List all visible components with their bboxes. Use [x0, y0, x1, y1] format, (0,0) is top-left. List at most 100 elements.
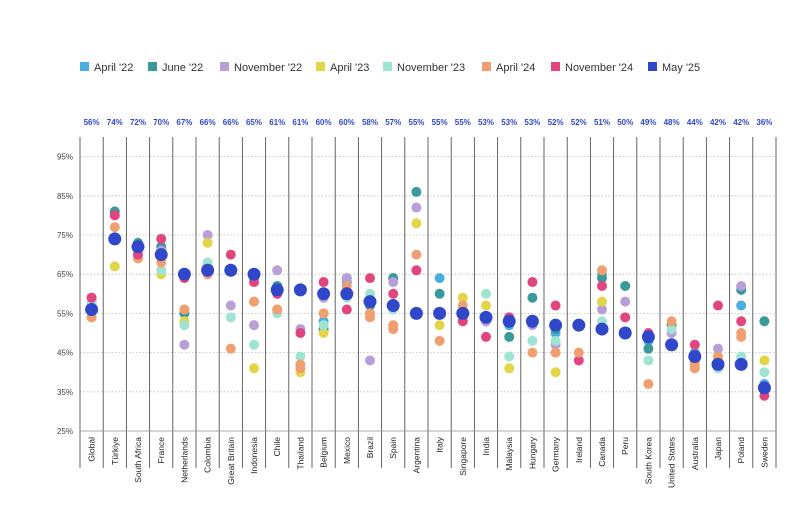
data-point: [759, 355, 770, 366]
data-point: [713, 300, 723, 311]
data-point: [201, 263, 215, 277]
data-point: [597, 280, 607, 291]
data-point: [249, 339, 259, 350]
y-tick-label: 35%: [57, 388, 73, 397]
x-tick-label: Peru: [620, 437, 630, 455]
x-tick-label: Spain: [388, 437, 398, 459]
data-point: [597, 296, 607, 307]
x-tick-label: France: [156, 437, 166, 464]
data-point: [736, 280, 747, 291]
data-point: [225, 343, 236, 354]
data-point: [272, 265, 283, 276]
top-percent-label: 53%: [524, 118, 540, 127]
legend-label: November '22: [234, 62, 302, 74]
data-point: [479, 310, 493, 324]
data-point: [620, 280, 631, 291]
data-point: [504, 351, 515, 362]
data-point: [318, 320, 329, 331]
data-point: [411, 202, 422, 213]
legend-label: April '24: [496, 62, 535, 74]
top-percent-label: 61%: [292, 118, 308, 127]
x-tick-label: Argentina: [411, 437, 421, 474]
x-tick-label: India: [481, 437, 491, 456]
top-percent-label: 51%: [594, 118, 610, 127]
data-point: [363, 295, 377, 309]
data-point: [527, 347, 538, 358]
top-percent-label: 60%: [339, 118, 355, 127]
top-percent-label: 56%: [84, 118, 100, 127]
x-tick-label: Poland: [736, 437, 746, 464]
legend-label: November '23: [397, 62, 465, 74]
data-point: [504, 331, 515, 342]
data-point: [340, 287, 354, 301]
data-point: [293, 283, 307, 297]
data-point: [202, 230, 213, 240]
data-point: [643, 343, 654, 354]
data-point: [341, 304, 352, 315]
data-point: [434, 335, 445, 346]
data-point: [457, 292, 468, 303]
top-percent-label: 61%: [269, 118, 285, 127]
legend-label: November '24: [565, 62, 633, 74]
data-point: [365, 355, 375, 366]
top-percent-label: 55%: [408, 118, 424, 127]
data-point: [270, 283, 284, 297]
data-point: [434, 273, 445, 284]
data-point: [643, 355, 654, 366]
data-point: [224, 263, 238, 277]
data-point: [409, 306, 423, 320]
data-point: [131, 240, 145, 254]
data-point: [665, 338, 679, 352]
top-percent-label: 55%: [432, 118, 448, 127]
data-point: [388, 288, 399, 299]
legend-swatch: [80, 62, 89, 71]
data-point: [502, 314, 516, 328]
x-tick-label: Ireland: [574, 437, 584, 463]
legend-swatch: [148, 62, 157, 71]
data-point: [641, 330, 655, 344]
x-tick-label: Sweden: [759, 437, 769, 468]
data-point: [411, 186, 422, 197]
data-point: [434, 320, 445, 331]
legend-label: May '25: [662, 62, 700, 74]
data-point: [434, 288, 445, 299]
top-percent-label: 74%: [107, 118, 123, 127]
data-point: [85, 302, 99, 316]
data-point: [550, 367, 561, 378]
data-point: [643, 378, 654, 389]
top-percent-label: 50%: [617, 118, 633, 127]
x-tick-label: Global: [87, 437, 97, 462]
y-tick-label: 45%: [57, 349, 73, 358]
data-point: [317, 287, 331, 301]
data-point: [618, 326, 632, 340]
x-tick-label: Hungary: [527, 436, 537, 469]
data-point: [573, 355, 584, 366]
x-tick-label: Canada: [597, 437, 607, 467]
top-percent-label: 42%: [733, 118, 749, 127]
data-point: [179, 339, 190, 350]
data-point: [711, 357, 725, 371]
data-point: [156, 233, 167, 244]
data-point: [109, 210, 120, 221]
x-tick-label: Chile: [272, 437, 282, 457]
top-percent-label: 57%: [385, 118, 401, 127]
data-point: [318, 328, 329, 338]
x-tick-label: Netherlands: [179, 437, 189, 483]
top-percent-label: 52%: [571, 118, 587, 127]
data-point: [572, 318, 586, 332]
top-percent-label: 58%: [362, 118, 378, 127]
data-point: [456, 306, 470, 320]
legend-swatch: [482, 62, 491, 71]
x-tick-label: Malaysia: [504, 437, 514, 471]
x-tick-label: Italy: [435, 436, 445, 452]
data-point: [688, 350, 702, 364]
data-point: [550, 335, 561, 346]
data-point: [341, 273, 352, 284]
data-point: [86, 292, 97, 303]
top-percent-label: 67%: [176, 118, 192, 127]
data-point: [108, 232, 122, 246]
data-point: [154, 248, 168, 262]
data-point: [504, 363, 515, 374]
x-tick-label: Indonesia: [249, 437, 259, 474]
